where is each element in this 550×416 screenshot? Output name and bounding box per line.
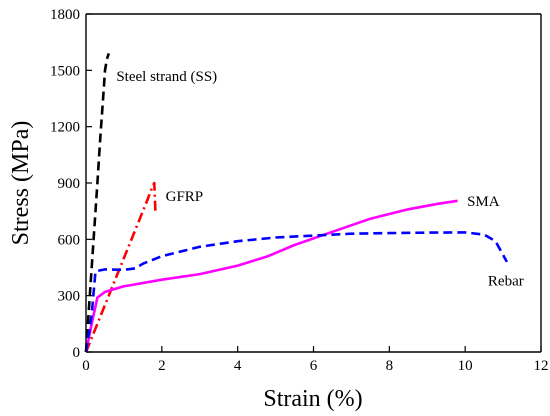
x-tick-label: 4	[234, 358, 242, 374]
series-line-steel-strand-ss	[84, 52, 111, 353]
y-tick-label: 300	[58, 289, 81, 305]
annotation-rebar: Rebar	[488, 274, 524, 290]
x-tick-label: 10	[458, 358, 473, 374]
ticks-layer: 0 2 4 6 8 10 12 0 300 600 900 1200 1500 1800	[50, 7, 549, 374]
x-tick-label: 2	[158, 358, 166, 374]
annotation-sma: SMA	[467, 194, 500, 210]
y-tick-label: 1800	[50, 7, 80, 23]
x-axis-title: Strain (%)	[263, 386, 362, 412]
annotation-layer: Steel strand (SS) GFRP SMA Rebar	[116, 69, 523, 290]
annotation-steel-strand-ss: Steel strand (SS)	[116, 69, 217, 85]
series-line-gfrp	[84, 181, 157, 353]
y-tick-label: 600	[58, 232, 81, 248]
annotation-gfrp: GFRP	[166, 189, 204, 205]
x-tick-label: 6	[310, 358, 318, 374]
x-tick-label: 8	[386, 358, 394, 374]
y-axis-title: Stress (MPa)	[8, 121, 34, 246]
y-tick-label: 0	[73, 345, 81, 361]
y-tick-label: 1200	[50, 120, 80, 136]
series-layer	[84, 52, 509, 353]
y-tick-label: 1500	[50, 63, 80, 79]
x-tick-label: 0	[82, 358, 90, 374]
series-line-rebar	[84, 231, 509, 353]
series-line-sma	[84, 199, 458, 353]
y-tick-label: 900	[58, 176, 81, 192]
x-tick-label: 12	[534, 358, 549, 374]
